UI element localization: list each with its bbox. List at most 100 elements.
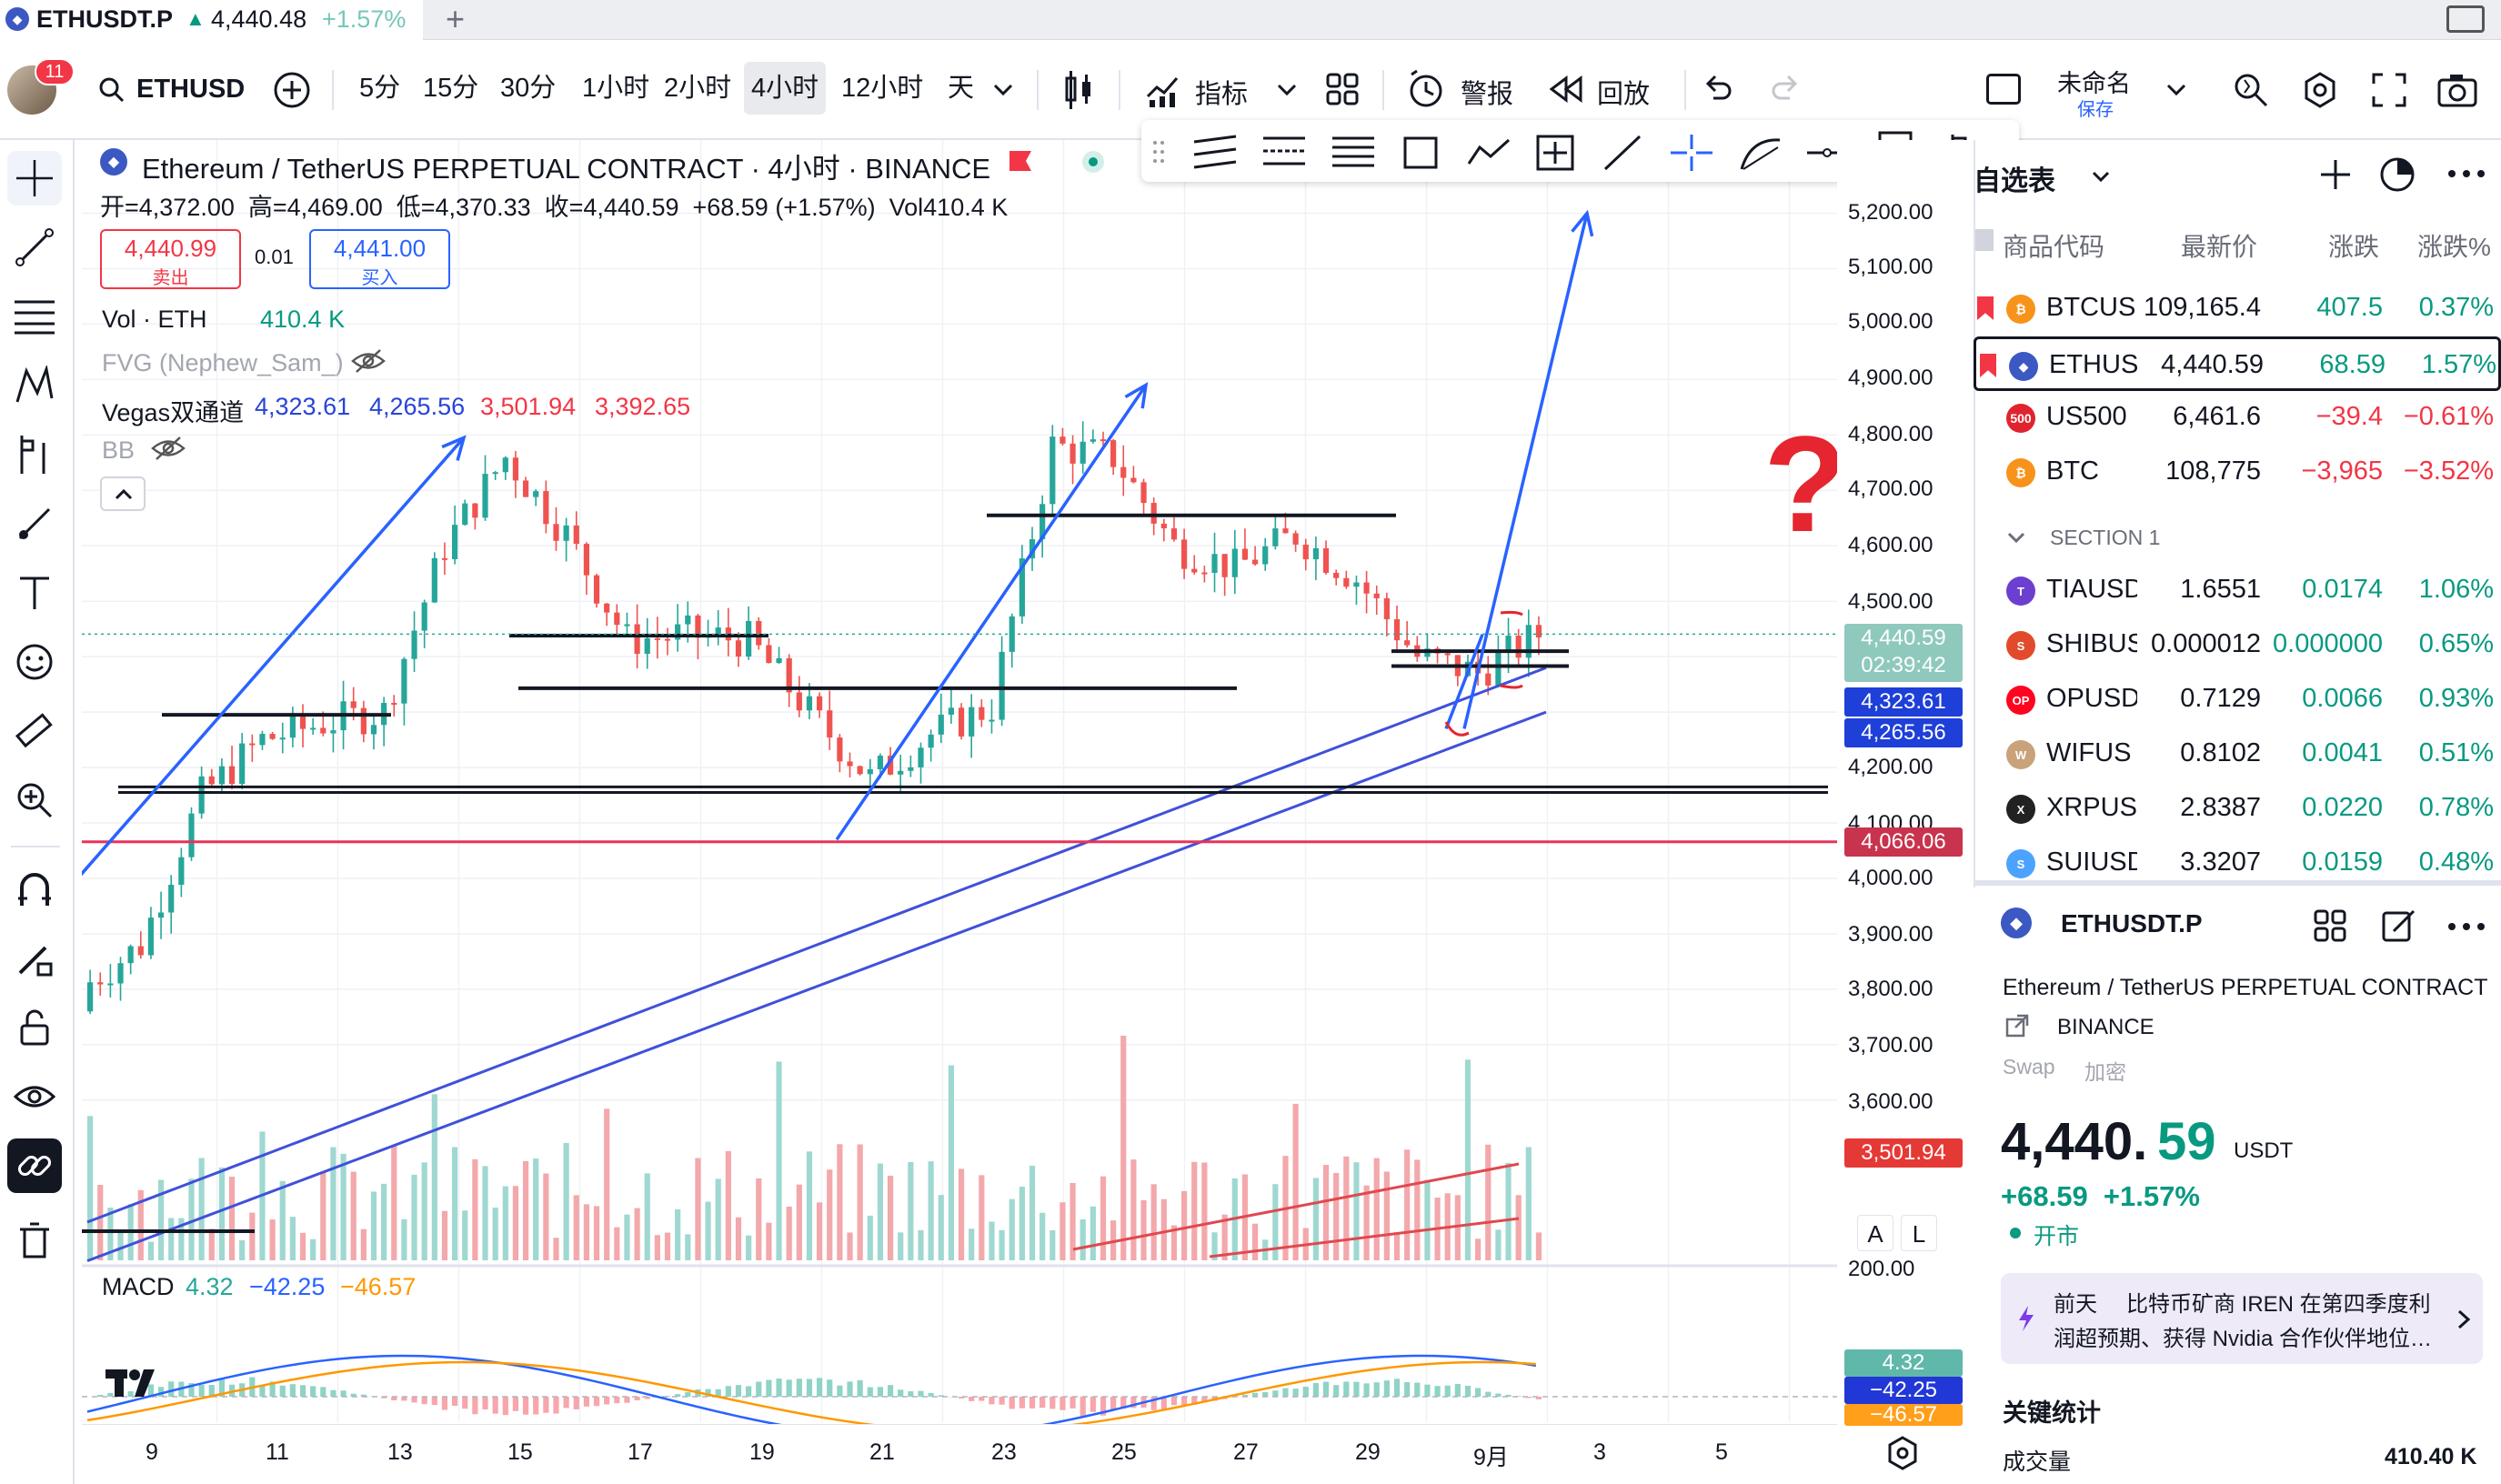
indicators-button[interactable]: 指标 xyxy=(1195,80,1249,109)
buy-button[interactable]: 4,441.00 买入 xyxy=(309,229,450,289)
cross-line-icon[interactable] xyxy=(1669,133,1714,173)
settings-gear-icon[interactable] xyxy=(2301,71,2339,109)
vegas-indicator-name[interactable]: Vegas双通道 xyxy=(102,399,245,426)
interval-2[interactable]: 30分 xyxy=(500,74,557,103)
crosshair-tool[interactable] xyxy=(7,151,62,206)
emoji-tool[interactable] xyxy=(7,635,62,689)
watchlist-row[interactable]: S SHIBUS 0.000012 0.000000 0.65% xyxy=(1974,618,2501,673)
alarm-clock-icon[interactable] xyxy=(1406,69,1446,109)
panel-toggle-icon[interactable] xyxy=(2446,5,2485,33)
indicators-icon[interactable] xyxy=(1146,69,1182,109)
fullscreen-icon[interactable] xyxy=(2372,73,2406,107)
watchlist-row[interactable]: ₿ BTCUS 109,165.4 407.5 0.37% xyxy=(1974,282,2501,336)
flag-icon[interactable] xyxy=(1009,151,1031,171)
macd-name[interactable]: MACD xyxy=(102,1273,175,1300)
edit-note-icon[interactable] xyxy=(2381,907,2417,944)
indicators-chevron-down-icon[interactable] xyxy=(1275,80,1299,100)
replay-rewind-icon[interactable] xyxy=(1550,75,1582,104)
ray-icon[interactable] xyxy=(1602,133,1643,173)
section-header[interactable]: SECTION 1 xyxy=(1974,518,2501,558)
sell-button[interactable]: 4,440.99 卖出 xyxy=(100,229,241,289)
add-symbol-icon[interactable] xyxy=(2317,156,2354,193)
log-scale-button[interactable]: L xyxy=(1901,1215,1937,1251)
watchlist-row[interactable]: OP OPUSD 0.7129 0.0066 0.93% xyxy=(1974,673,2501,727)
candle-type-icon[interactable] xyxy=(1062,69,1095,111)
details-grid-icon[interactable] xyxy=(2314,909,2346,942)
more-options-icon[interactable] xyxy=(2446,167,2486,180)
interval-5[interactable]: 4小时 xyxy=(744,62,827,115)
details-more-icon[interactable] xyxy=(2446,920,2486,933)
remove-drawings-tool[interactable] xyxy=(7,1213,62,1268)
layouts-grid-icon[interactable] xyxy=(1326,73,1359,105)
col-change-pct[interactable]: 涨跌% xyxy=(2417,233,2491,261)
layout-save-label[interactable]: 保存 xyxy=(2077,100,2114,120)
collapse-legend-button[interactable] xyxy=(100,476,146,511)
news-card[interactable]: 前天 比特币矿商 IREN 在第四季度利 润超预期、获得 Nvidia 合作伙伴… xyxy=(2001,1273,2483,1364)
hidden-eye-icon[interactable] xyxy=(351,347,386,375)
flag-icon[interactable] xyxy=(1980,354,1996,377)
magnet-tool[interactable] xyxy=(7,862,62,917)
rectangle-icon[interactable] xyxy=(1400,133,1441,173)
time-axis-settings-icon[interactable] xyxy=(1884,1435,1921,1471)
date-price-range-icon[interactable] xyxy=(1534,133,1576,173)
details-exchange[interactable]: BINANCE xyxy=(2057,1015,2154,1039)
active-tab[interactable]: ◆ ETHUSDT.P ▲ 4,440.48 +1.57% xyxy=(0,0,423,40)
layout-name[interactable]: 未命名 xyxy=(2057,70,2131,97)
text-tool[interactable] xyxy=(7,566,62,620)
details-symbol[interactable]: ETHUSDT.P xyxy=(2061,909,2203,938)
new-tab-button[interactable]: + xyxy=(446,0,466,37)
layout-checkbox-icon[interactable] xyxy=(1986,74,2021,105)
undo-icon[interactable] xyxy=(1701,75,1733,104)
select-all-checkbox[interactable] xyxy=(1975,229,1994,251)
keep-drawing-tool[interactable] xyxy=(7,931,62,986)
quick-search-icon[interactable] xyxy=(2232,71,2270,109)
symbol-search[interactable]: ETHUSD xyxy=(91,65,255,115)
time-axis[interactable]: 9 11 13 15 17 19 21 23 25 27 29 9月 3 5 xyxy=(82,1424,1837,1484)
col-last[interactable]: 最新价 xyxy=(2181,233,2258,261)
external-link-icon[interactable] xyxy=(2004,1013,2030,1038)
interval-0[interactable]: 5分 xyxy=(359,74,401,103)
hidden-eye-icon[interactable] xyxy=(151,435,186,462)
watchlist-row[interactable]: X XRPUS 2.8387 0.0220 0.78% xyxy=(1974,782,2501,837)
flag-icon[interactable] xyxy=(1977,296,1994,320)
interval-3[interactable]: 1小时 xyxy=(582,74,650,103)
legend-title[interactable]: Ethereum / TetherUS PERPETUAL CONTRACT ·… xyxy=(142,153,991,185)
forecast-tool[interactable] xyxy=(7,427,62,482)
watchlist-row[interactable]: ◆ ETHUS 4,440.59 68.59 1.57% xyxy=(1974,336,2501,391)
price-axis[interactable]: 5,200.00 5,100.00 5,000.00 4,900.00 4,800.00… xyxy=(1837,140,1974,1455)
advanced-view-icon[interactable] xyxy=(2377,155,2417,195)
compare-symbol-icon[interactable] xyxy=(273,71,311,109)
bb-indicator-name[interactable]: BB xyxy=(102,436,136,464)
price-chart[interactable]: ? xyxy=(82,140,1837,1455)
interval-7[interactable]: 天 xyxy=(948,74,975,103)
brush-tool[interactable] xyxy=(7,496,62,551)
link-tool[interactable] xyxy=(7,1138,62,1193)
alert-button[interactable]: 警报 xyxy=(1461,80,1514,109)
tradingview-logo[interactable] xyxy=(104,1366,167,1402)
zoom-tool[interactable] xyxy=(7,773,62,827)
interval-4[interactable]: 2小时 xyxy=(664,74,732,103)
watchlist-row[interactable]: T TIAUSD 1.6551 0.0174 1.06% xyxy=(1974,564,2501,618)
lock-drawings-tool[interactable] xyxy=(7,1000,62,1055)
watchlist-chevron-down-icon[interactable] xyxy=(2090,167,2112,186)
interval-6[interactable]: 12小时 xyxy=(841,74,924,103)
flat-top-icon[interactable] xyxy=(1331,133,1376,171)
col-change[interactable]: 涨跌 xyxy=(2328,233,2380,261)
regression-channel-icon[interactable] xyxy=(1261,133,1307,171)
watchlist-row[interactable]: 500 US500 6,461.6 −39.4 −0.61% xyxy=(1974,391,2501,446)
watchlist-row[interactable]: S SUIUSD 3.3207 0.0159 0.48% xyxy=(1974,837,2501,891)
replay-button[interactable]: 回放 xyxy=(1597,80,1651,109)
pattern-tool[interactable] xyxy=(7,358,62,413)
watchlist-title[interactable]: 自选表 xyxy=(1974,166,2055,196)
drag-handle-icon[interactable] xyxy=(1152,140,1165,164)
watchlist-row[interactable]: W WIFUS 0.8102 0.0041 0.51% xyxy=(1974,727,2501,782)
fib-tool[interactable] xyxy=(7,289,62,344)
auto-scale-button[interactable]: A xyxy=(1857,1215,1893,1251)
curve-icon[interactable] xyxy=(1738,133,1783,173)
watchlist-row[interactable]: ₿ BTC 108,775 −3,965 −3.52% xyxy=(1974,446,2501,500)
volume-indicator-name[interactable]: Vol · ETH xyxy=(102,306,207,333)
interval-1[interactable]: 15分 xyxy=(423,74,479,103)
fvg-indicator-name[interactable]: FVG (Nephew_Sam_) xyxy=(102,349,344,376)
redo-icon[interactable] xyxy=(1770,75,1803,104)
col-symbol[interactable]: 商品代码 xyxy=(2003,233,2105,261)
